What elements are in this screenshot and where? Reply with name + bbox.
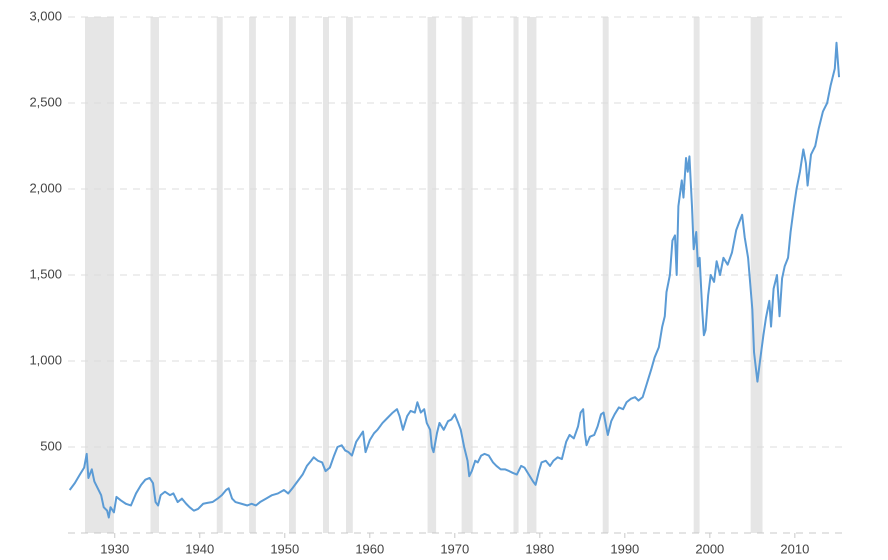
y-tick-label: 3,000	[29, 8, 62, 23]
y-tick-label: 2,500	[29, 94, 62, 109]
series-line	[68, 41, 841, 519]
x-tick-label: 2000	[695, 541, 724, 556]
x-tick-label: 1970	[440, 541, 469, 556]
shaded-period	[150, 17, 159, 533]
x-tick-label: 1960	[355, 541, 384, 556]
x-tick-label: 2010	[780, 541, 809, 556]
shaded-period	[527, 17, 537, 533]
y-tick-label: 2,000	[29, 180, 62, 195]
y-tick-label: 1,500	[29, 266, 62, 281]
y-tick-label: 1,000	[29, 352, 62, 367]
x-tick-label: 1990	[610, 541, 639, 556]
shaded-period	[216, 17, 223, 533]
shaded-period	[750, 17, 763, 533]
x-tick-label: 1950	[270, 541, 299, 556]
shaded-period	[461, 17, 473, 533]
shaded-period	[345, 17, 353, 533]
x-tick-label: 1980	[525, 541, 554, 556]
shaded-period	[427, 17, 437, 533]
shaded-period	[323, 17, 329, 533]
y-tick-label: 500	[40, 438, 62, 453]
x-tick-label: 1940	[185, 541, 214, 556]
x-tick-label: 1930	[100, 541, 129, 556]
